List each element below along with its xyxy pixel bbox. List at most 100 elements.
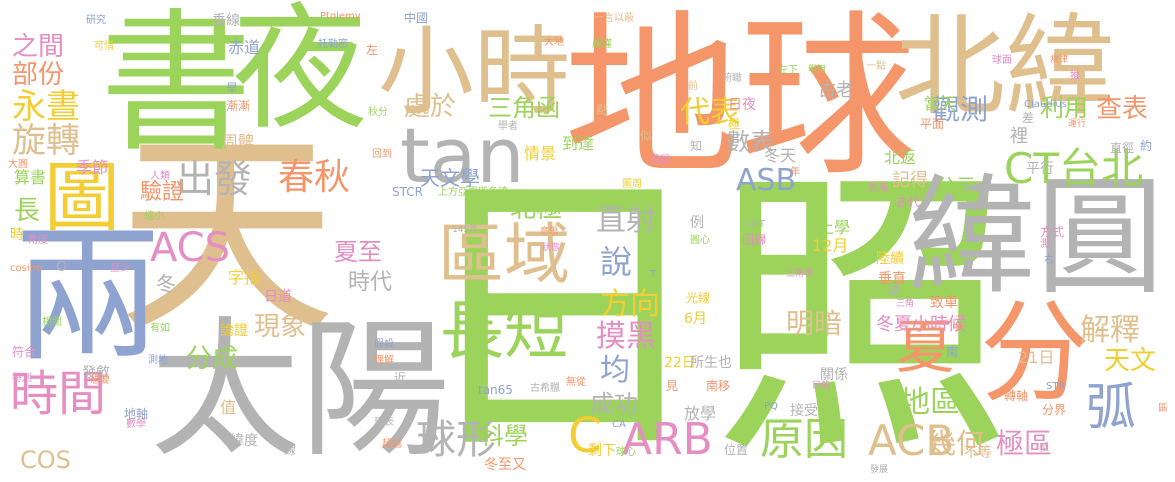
word-fangshi: 方式	[1040, 225, 1065, 239]
word-mudi: 目的	[812, 381, 831, 391]
word-yisi: 意思	[540, 227, 559, 237]
word-guangxian: 光線	[686, 291, 711, 305]
word-guocheng: 過程	[650, 155, 670, 166]
word-budeng: 不等	[964, 445, 992, 461]
word-daibiao: 代表	[680, 95, 740, 130]
word-xiaoshihou: 小時候	[912, 314, 966, 335]
word-yanjiu: 研究	[86, 15, 106, 26]
word-xia: 夏	[896, 313, 955, 381]
word-yuanxin: 圓心	[690, 235, 710, 246]
word-huidao: 回到	[372, 149, 392, 160]
word-beiji: 北極	[510, 194, 563, 224]
word-beiwei: 北緯	[895, 3, 1115, 131]
word-quyu: 區域	[438, 216, 570, 293]
word-cos: COS	[20, 446, 71, 474]
word-stcr: STCR	[392, 185, 423, 199]
word-guxila: 古希臘	[530, 383, 560, 394]
word-liyong: 利用	[1040, 94, 1088, 122]
word-jiashe: 假設	[374, 339, 394, 350]
word-li2: 例	[690, 215, 704, 231]
word-sanjiaoxue: 三角學	[786, 269, 814, 279]
word-arb: ARB	[622, 414, 713, 465]
word-wucong: 無從	[566, 377, 586, 388]
word-youru: 有如	[150, 323, 170, 334]
word-cosine: cosine	[10, 263, 43, 274]
word-12yue: 12月	[812, 236, 849, 255]
word-yidian: 一點	[866, 61, 886, 72]
word-huigui: 回歸	[742, 233, 767, 247]
word-claudius: Claudius	[1024, 99, 1067, 110]
word-chufa: 出發	[176, 157, 253, 201]
word-jieshou: 接受	[790, 403, 818, 419]
word-sanjiao: 三角	[896, 299, 915, 309]
word-qiumian: 球面	[992, 55, 1012, 66]
word-qiufen: 秋分	[368, 107, 388, 118]
word-guanxi: 關係	[820, 367, 848, 383]
word-gudai: 古代	[896, 195, 921, 209]
word-tian: 天	[118, 110, 336, 363]
word-asb: ASB	[736, 163, 797, 198]
word-zuoxia: 左下	[778, 65, 798, 76]
word-diqu: 地區	[900, 385, 960, 420]
word-liang: 兩	[14, 210, 162, 382]
word-nian: 年	[790, 167, 800, 178]
word-zhuanzhou: 轉軸	[1004, 389, 1029, 403]
word-hanghai: 航海	[868, 183, 888, 194]
word-shangxue: 上學	[818, 218, 851, 237]
word-you: 右	[1044, 255, 1054, 266]
word-dongtian: 冬天	[764, 146, 797, 165]
word-qiuxin: 球心	[616, 447, 636, 458]
word-chenggong: 成功	[590, 390, 638, 418]
word-zhou: 書	[100, 0, 252, 172]
word-yanzheng: 驗證	[140, 180, 185, 205]
word-xiangguan: 相關	[42, 317, 62, 328]
word-suoshengye: 所生也	[690, 355, 732, 371]
word-ridao: 日道	[264, 289, 292, 305]
word-6yue: 6月	[684, 311, 707, 327]
word-yuanyin: 原因	[760, 414, 848, 465]
word-dongzhiyou: 冬至又	[484, 457, 526, 473]
word-weiyuan: 緯圓	[908, 163, 1165, 312]
word-shengxia: 剩下	[588, 443, 616, 459]
word-bufen: 部份	[12, 60, 65, 90]
word-nan: 南	[946, 345, 959, 359]
word-acb: ACB	[868, 416, 955, 465]
word-chuixian: 垂線	[212, 13, 240, 29]
word-jianjian: 漸漸	[226, 99, 251, 113]
word-fazhan: 發展	[870, 465, 889, 475]
word-dizhou: 地軸	[124, 407, 149, 421]
word-zizhi: 字指	[228, 268, 261, 287]
word-chuizhi: 垂直	[878, 271, 906, 287]
word-zhongguo: 中國	[404, 11, 429, 25]
word-zhoubi: 周髀	[222, 132, 255, 151]
word-pq: PQ	[764, 401, 778, 412]
word-t: T	[650, 269, 657, 280]
word-zhong: 中	[952, 323, 962, 334]
word-22ri: 22日	[664, 355, 696, 371]
word-zhijian: 之間	[12, 32, 65, 62]
word-shijian: 時間	[10, 366, 107, 422]
word-kexi: 可惜	[94, 41, 114, 52]
word-guilv: 規律	[1050, 55, 1069, 65]
word-xiangyao: 想要	[90, 375, 110, 386]
word-fan: 反	[1040, 443, 1050, 454]
word-jin: 近	[394, 371, 407, 385]
word-chabiao: 查表	[1096, 94, 1149, 124]
word-zhishe: 直射	[596, 203, 656, 238]
word-chuyu: 處於	[404, 92, 457, 122]
word-yanjin: 嚴謹	[592, 39, 612, 50]
word-dongxia: 冬夏	[876, 314, 912, 335]
word-str: STR	[1046, 381, 1066, 392]
word-jieshi: 解釋	[1080, 313, 1140, 348]
word-ca: CA	[612, 419, 626, 430]
word-falian: 發斂	[82, 365, 110, 381]
word-dadi: 大地	[544, 37, 564, 48]
word-tui: 推	[1070, 71, 1080, 82]
word-pingmian: 平面	[920, 117, 945, 131]
word-suoxiao: 縮小	[144, 211, 164, 222]
word-zhuangtai: 狀態	[542, 243, 561, 253]
word-ptolemy: Ptolemy	[320, 11, 361, 22]
word-beifan: 北返	[884, 148, 917, 167]
word-tuolemi: 托勒密	[318, 39, 348, 50]
